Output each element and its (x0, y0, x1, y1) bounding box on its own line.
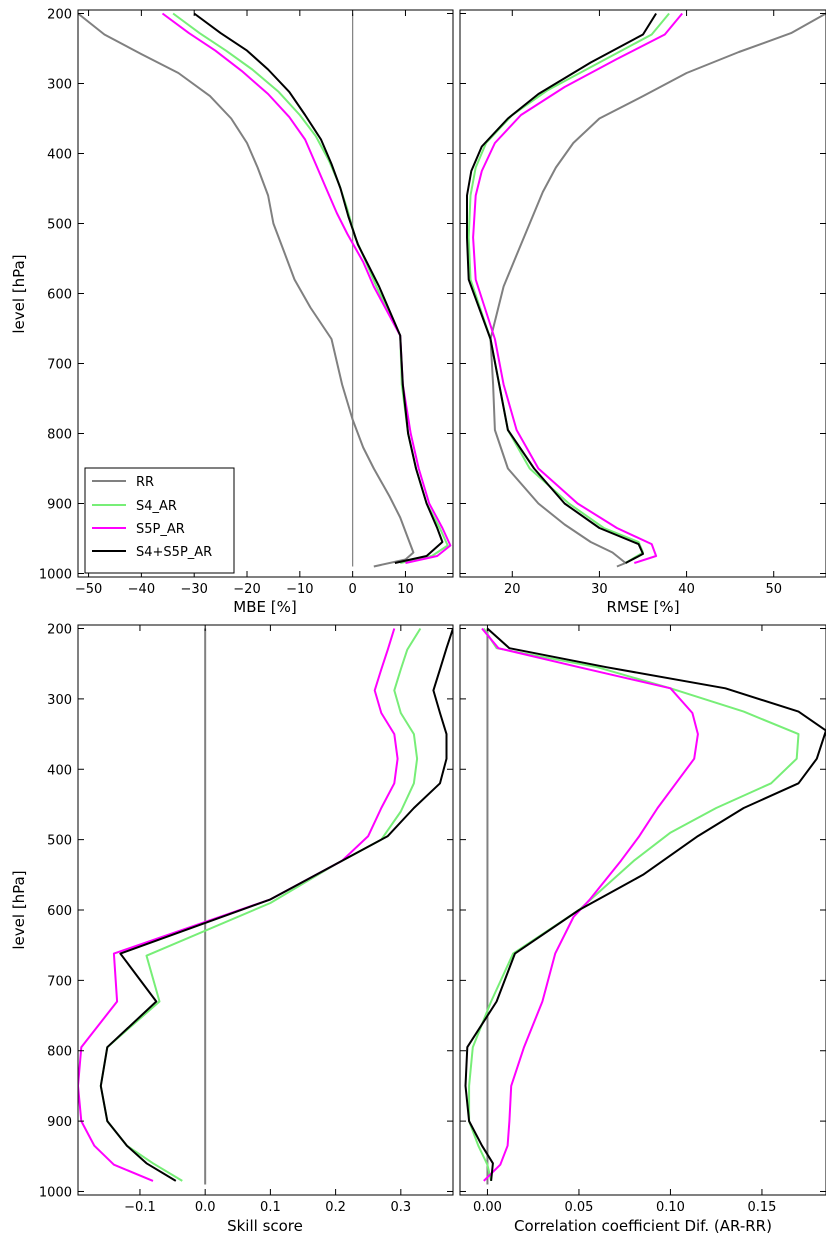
corr-x-tick-label: 0.00 (473, 1200, 502, 1215)
rmse-x-axis-label: RMSE [%] (606, 598, 679, 616)
mbe-y-tick-label: 500 (47, 218, 72, 233)
skill-y-tick-label: 800 (47, 1045, 72, 1060)
mbe-x-tick-label: −20 (233, 582, 260, 597)
skill-plot-area (78, 627, 453, 1185)
corr-x-tick-label: 0.10 (656, 1200, 685, 1215)
rmse-series-rr (489, 12, 826, 568)
skill-series-s5p-ar (78, 628, 399, 1182)
skill-y-tick-label: 200 (47, 623, 72, 638)
mbe-x-tick-label: −10 (286, 582, 313, 597)
mbe-series-rr (78, 12, 415, 568)
mbe-x-tick-label: 0 (349, 582, 357, 597)
skill-y-tick-label: 900 (47, 1115, 72, 1130)
mbe-x-tick-label: −40 (128, 582, 155, 597)
corr-series-s4-s5p-ar (464, 627, 826, 1182)
mbe-ticks: −50 −40 −30 −20 −10 0 10 200 300 400 500 600 700 800 9… (39, 8, 453, 597)
mbe-x-axis-label: MBE [%] (233, 598, 296, 616)
skill-y-tick-label: 300 (47, 693, 72, 708)
rmse-x-tick-label: 40 (678, 582, 695, 597)
mbe-series-s5p-ar (161, 12, 452, 564)
rmse-x-tick-label: 50 (765, 582, 782, 597)
corr-x-tick-label: 0.05 (564, 1200, 593, 1215)
legend: RR S4_AR S5P_AR S4+S5P_AR (84, 467, 235, 574)
corr-ticks: 0.00 0.05 0.10 0.15 (460, 625, 826, 1215)
mbe-y-tick-label: 300 (47, 78, 72, 93)
mbe-y-tick-label: 400 (47, 148, 72, 163)
mbe-series-s4-s5p-ar (193, 12, 444, 564)
skill-y-axis-label: level [hPa] (10, 870, 28, 949)
mbe-y-tick-label: 900 (47, 498, 72, 513)
skill-x-axis-label: Skill score (227, 1217, 303, 1235)
legend-label-s5p-ar: S5P_AR (136, 522, 185, 537)
skill-x-tick-label: 0.2 (325, 1200, 346, 1215)
skill-ticks: −0.1 0.0 0.1 0.2 0.3 200 300 400 500 600 700 800 900… (39, 623, 453, 1215)
corr-x-axis-label: Correlation coefficient Dif. (AR-RR) (514, 1217, 772, 1235)
mbe-y-tick-label: 1000 (39, 568, 72, 583)
mbe-y-tick-label: 700 (47, 358, 72, 373)
rmse-series-s4-ar (467, 12, 670, 564)
rmse-series-s5p-ar (472, 12, 683, 564)
skill-y-tick-label: 400 (47, 763, 72, 778)
panel-skill-score: −0.1 0.0 0.1 0.2 0.3 200 300 400 500 600 700 800 900… (10, 623, 454, 1235)
skill-y-tick-label: 500 (47, 834, 72, 849)
mbe-y-tick-label: 600 (47, 288, 72, 303)
rmse-x-tick-label: 30 (591, 582, 608, 597)
rmse-plot-area (466, 12, 826, 568)
mbe-x-tick-label: −50 (75, 582, 102, 597)
mbe-plot-area (78, 12, 452, 568)
skill-x-tick-label: 0.3 (390, 1200, 411, 1215)
skill-x-tick-label: −0.1 (124, 1200, 156, 1215)
skill-y-tick-label: 1000 (39, 1185, 72, 1200)
mbe-x-tick-label: −30 (180, 582, 207, 597)
skill-x-tick-label: 0.0 (195, 1200, 216, 1215)
panel-mbe: −50 −40 −30 −20 −10 0 10 200 300 400 500 600 700 800 9… (10, 8, 454, 616)
rmse-x-tick-label: 20 (504, 582, 521, 597)
rmse-ticks: 20 30 40 50 (460, 10, 826, 597)
rmse-series-s4-s5p-ar (466, 12, 657, 564)
mbe-y-tick-label: 800 (47, 428, 72, 443)
legend-label-rr: RR (136, 475, 154, 490)
legend-box (84, 467, 235, 574)
mbe-x-tick-label: 10 (397, 582, 414, 597)
corr-plot-area (464, 627, 826, 1185)
skill-series-s4-s5p-ar (99, 628, 453, 1182)
legend-label-s4-s5p-ar: S4+S5P_AR (136, 545, 212, 560)
corr-series-s5p-ar (481, 627, 699, 1182)
legend-label-s4-ar: S4_AR (136, 499, 177, 514)
panel-rmse: 20 30 40 50 RMSE [%] (459, 9, 826, 616)
mbe-y-axis-label: level [hPa] (10, 254, 28, 333)
skill-y-tick-label: 700 (47, 974, 72, 989)
skill-y-tick-label: 600 (47, 904, 72, 919)
panel-correlation: 0.00 0.05 0.10 0.15 Correlation coefficient… (459, 624, 826, 1235)
mbe-y-tick-label: 200 (47, 8, 72, 23)
skill-x-tick-label: 0.1 (260, 1200, 281, 1215)
corr-x-tick-label: 0.15 (747, 1200, 776, 1215)
